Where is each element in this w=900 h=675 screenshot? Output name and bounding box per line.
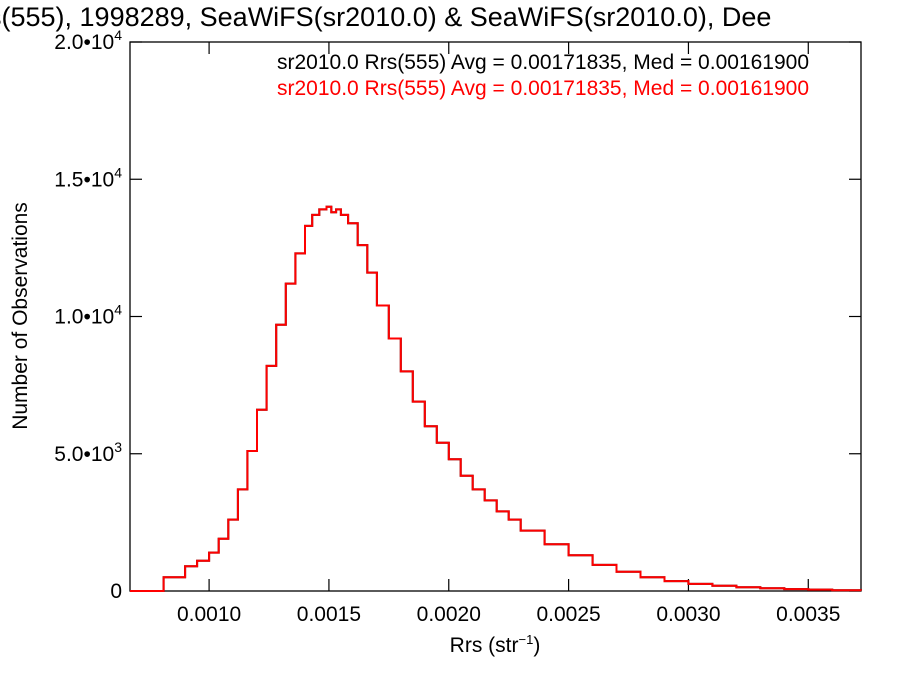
- chart-title: s(555), 1998289, SeaWiFS(sr2010.0) & Sea…: [0, 2, 771, 32]
- x-axis-label-tail: ): [533, 634, 540, 657]
- x-axis-label-exponent: −1: [519, 632, 534, 647]
- x-tick-label: 0.0015: [297, 603, 361, 626]
- series-lines: [130, 205, 862, 592]
- x-tick-label: 0.0035: [776, 603, 840, 626]
- y-tick-label: 2.0•104: [54, 27, 122, 54]
- y-tick-label: 1.5•104: [54, 164, 122, 191]
- x-tick-label: 0.0020: [417, 603, 481, 626]
- y-tick-label: 1.0•104: [54, 302, 122, 329]
- legend-entry-black: sr2010.0 Rrs(555) Avg = 0.00171835, Med …: [277, 51, 809, 74]
- x-axis-label: Rrs (str−1): [450, 632, 541, 657]
- y-tick-label: 0: [110, 580, 122, 603]
- legend-entry-red: sr2010.0 Rrs(555) Avg = 0.00171835, Med …: [277, 77, 809, 100]
- y-axis-label: Number of Observations: [9, 202, 32, 430]
- x-tick-label: 0.0025: [536, 603, 600, 626]
- y-tick-label: 5.0•103: [54, 439, 122, 466]
- x-axis-ticks: 0.0010 0.0015 0.0020 0.0025 0.0030 0.0035: [177, 42, 840, 626]
- y-axis-ticks: 0 5.0•103 1.0•104 1.5•104 2.0•104: [54, 27, 861, 603]
- x-tick-label: 0.0030: [656, 603, 720, 626]
- x-axis-label-main: Rrs (str: [450, 634, 519, 657]
- series-line-red: [130, 205, 862, 592]
- x-tick-label: 0.0010: [177, 603, 241, 626]
